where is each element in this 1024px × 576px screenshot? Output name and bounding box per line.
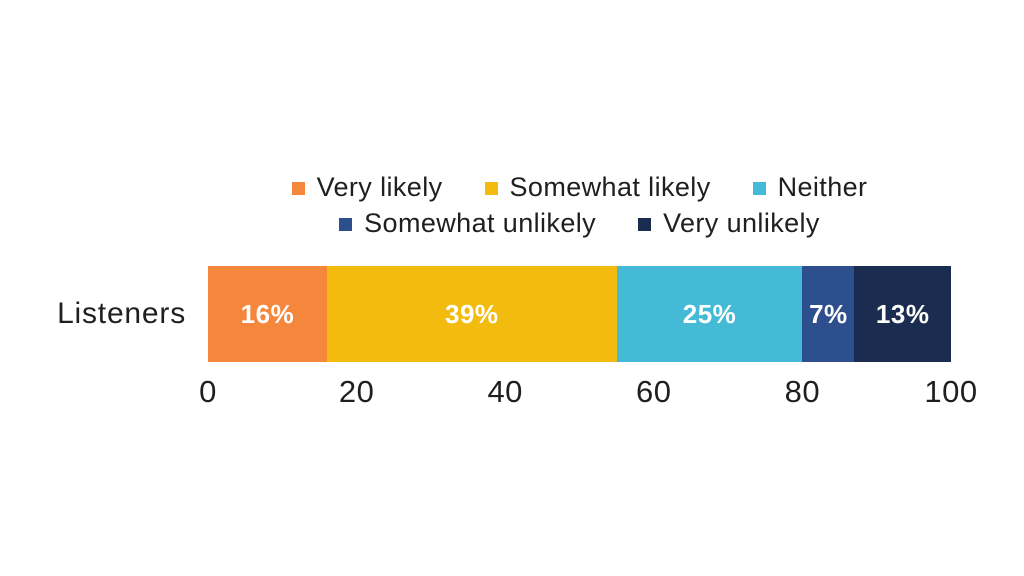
- legend-label: Very unlikely: [663, 208, 820, 238]
- bar-segment-very-unlikely: 13%: [854, 266, 951, 362]
- legend-item-very-unlikely: Very unlikely: [638, 208, 820, 239]
- legend-row: Very likely Somewhat likely Neither: [208, 172, 951, 203]
- legend-swatch-icon: [484, 182, 498, 195]
- x-tick-100: 100: [924, 374, 978, 409]
- legend-label: Very likely: [316, 172, 443, 202]
- legend-item-somewhat-likely: Somewhat likely: [484, 172, 711, 203]
- legend-swatch-icon: [638, 218, 652, 231]
- legend-item-somewhat-unlikely: Somewhat unlikely: [339, 208, 596, 239]
- bar-segment-very-likely: 16%: [208, 266, 327, 362]
- legend-item-very-likely: Very likely: [291, 172, 443, 203]
- bar-segment-value: 7%: [809, 298, 848, 329]
- bar-segment-value: 13%: [875, 298, 930, 329]
- legend-label: Neither: [777, 172, 868, 202]
- legend-row: Somewhat unlikely Very unlikely: [208, 208, 951, 239]
- bar-segment-value: 39%: [444, 298, 499, 329]
- legend-swatch-icon: [291, 182, 305, 195]
- legend-label: Somewhat unlikely: [364, 208, 597, 238]
- x-axis: 0 20 40 60 80 100: [199, 374, 977, 416]
- category-label-listeners: Listeners: [57, 297, 186, 330]
- legend-swatch-icon: [339, 218, 353, 231]
- legend-label: Somewhat likely: [509, 172, 711, 202]
- bar-segment-neither: 25%: [616, 266, 803, 362]
- bar-segment-somewhat-likely: 39%: [326, 266, 617, 362]
- x-tick-20: 20: [338, 374, 375, 409]
- bar-segment-somewhat-unlikely: 7%: [802, 266, 855, 362]
- x-tick-80: 80: [784, 374, 821, 409]
- bar-segment-value: 16%: [240, 298, 295, 329]
- x-tick-60: 60: [636, 374, 672, 409]
- chart-legend: Very likely Somewhat likely Neither Somewha…: [208, 172, 951, 239]
- bar-segment-value: 25%: [682, 298, 737, 329]
- stacked-bar-listeners: 16% 39% 25% 7% 13%: [208, 266, 951, 362]
- x-tick-40: 40: [487, 374, 523, 409]
- x-tick-0: 0: [199, 374, 217, 409]
- legend-item-neither: Neither: [752, 172, 868, 203]
- legend-swatch-icon: [752, 182, 766, 195]
